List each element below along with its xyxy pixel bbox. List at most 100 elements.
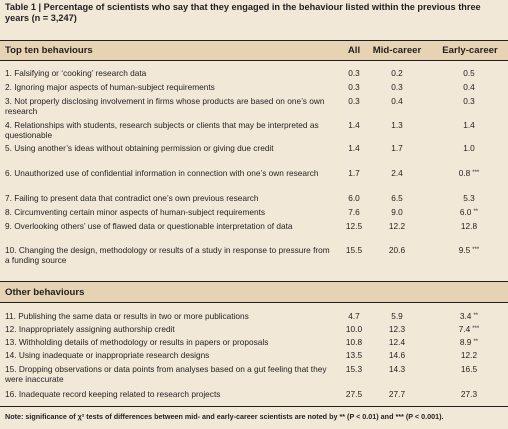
value-all-text: 15.3 xyxy=(345,364,363,374)
value-all-text: 0.3 xyxy=(348,82,360,92)
value-mid-career-text: 9.0 xyxy=(391,207,403,217)
behaviour-label: 1. Falsifying or ‘cooking’ research data xyxy=(5,68,147,78)
value-all-text: 13.5 xyxy=(345,350,363,360)
value-mid-career-text: 0.2 xyxy=(391,68,403,78)
value-all: 0.3 xyxy=(329,96,379,106)
value-all: 6.0 xyxy=(329,193,379,203)
value-mid-career: 6.5 xyxy=(372,193,422,203)
section-title-other: Other behaviours xyxy=(5,287,85,298)
value-all-text: 15.5 xyxy=(345,245,363,255)
value-mid-career: 2.4 xyxy=(372,168,422,178)
value-early-career-text: 0.3 xyxy=(463,96,475,106)
significance-marker: *** xyxy=(472,326,480,332)
value-mid-career-text: 20.6 xyxy=(388,245,406,255)
value-all: 1.4 xyxy=(329,143,379,153)
value-early-career-text: 16.5 xyxy=(460,364,478,374)
value-all-text: 1.4 xyxy=(348,143,360,153)
behaviour-label: 8. Circumventing certain minor aspects o… xyxy=(5,207,266,217)
value-all: 15.3 xyxy=(329,364,379,374)
value-early-career-text: 12.8 xyxy=(460,221,478,231)
value-early-career: 0.3 xyxy=(444,96,494,106)
value-mid-career: 12.3 xyxy=(372,324,422,334)
behaviour-label: 11. Publishing the same data or results … xyxy=(5,311,249,321)
value-early-career-text: 5.3 xyxy=(463,193,475,203)
value-all: 1.7 xyxy=(329,168,379,178)
value-early-career: 3.4 ** xyxy=(444,311,494,321)
behaviour-label: 15. Dropping observations or data points… xyxy=(5,364,327,384)
value-all: 0.3 xyxy=(329,68,379,78)
value-all-text: 4.7 xyxy=(348,311,360,321)
value-all-text: 7.6 xyxy=(348,207,360,217)
value-mid-career-text: 0.4 xyxy=(391,96,403,106)
value-mid-career: 0.4 xyxy=(372,96,422,106)
value-mid-career-text: 12.3 xyxy=(388,324,406,334)
value-mid-career: 12.2 xyxy=(372,221,422,231)
value-mid-career-text: 12.2 xyxy=(388,221,406,231)
value-early-career: 5.3 xyxy=(444,193,494,203)
value-all-text: 1.4 xyxy=(348,120,360,130)
value-early-career: 16.5 xyxy=(444,364,494,374)
value-all-text: 12.5 xyxy=(345,221,363,231)
value-early-career: 9.5 *** xyxy=(444,245,494,255)
value-all-text: 0.3 xyxy=(348,96,360,106)
value-early-career-text: 0.4 xyxy=(463,82,475,92)
value-mid-career-text: 12.4 xyxy=(388,337,406,347)
table-caption: Table 1 | Percentage of scientists who s… xyxy=(5,2,481,23)
value-all: 10.8 xyxy=(329,337,379,347)
section-title-top-ten: Top ten behaviours xyxy=(5,45,93,56)
behaviour-label: 4. Relationships with students, research… xyxy=(5,120,319,140)
behaviour-label: 14. Using inadequate or inappropriate re… xyxy=(5,350,210,360)
value-early-career: 0.5 xyxy=(444,68,494,78)
value-all-text: 10.0 xyxy=(345,324,363,334)
value-mid-career-text: 5.9 xyxy=(391,311,403,321)
value-early-career-text: 1.4 xyxy=(463,120,475,130)
value-early-career: 1.0 xyxy=(444,143,494,153)
value-early-career: 8.9 ** xyxy=(444,337,494,347)
value-all: 7.6 xyxy=(329,207,379,217)
value-all: 1.4 xyxy=(329,120,379,130)
value-early-career-text: 0.8 xyxy=(458,168,471,178)
value-early-career: 27.3 xyxy=(444,389,494,399)
table-note: Note: significance of χ² tests of differ… xyxy=(5,412,444,421)
behaviour-label: 12. Inappropriately assigning authorship… xyxy=(5,324,175,334)
value-mid-career: 14.6 xyxy=(372,350,422,360)
value-all: 4.7 xyxy=(329,311,379,321)
top-ten-header: Top ten behaviours All Mid-career Early-… xyxy=(0,40,508,60)
column-header-early-career: Early-career xyxy=(442,45,498,56)
value-mid-career-text: 0.3 xyxy=(391,82,403,92)
value-mid-career: 5.9 xyxy=(372,311,422,321)
value-early-career-text: 6.0 xyxy=(459,207,472,217)
value-early-career: 12.8 xyxy=(444,221,494,231)
value-all: 15.5 xyxy=(329,245,379,255)
value-all: 0.3 xyxy=(329,82,379,92)
behaviour-label: 6. Unauthorized use of confidential info… xyxy=(5,168,319,178)
value-mid-career-text: 6.5 xyxy=(391,193,403,203)
significance-marker: ** xyxy=(473,313,479,319)
value-early-career: 0.4 xyxy=(444,82,494,92)
bottom-rule xyxy=(0,406,508,407)
value-mid-career: 1.7 xyxy=(372,143,422,153)
value-mid-career: 27.7 xyxy=(372,389,422,399)
value-all-text: 27.5 xyxy=(345,389,363,399)
value-all-text: 10.8 xyxy=(345,337,363,347)
value-early-career-text: 1.0 xyxy=(463,143,475,153)
value-mid-career: 20.6 xyxy=(372,245,422,255)
value-all: 10.0 xyxy=(329,324,379,334)
value-all: 13.5 xyxy=(329,350,379,360)
value-early-career-text: 3.4 xyxy=(459,311,472,321)
value-mid-career: 1.3 xyxy=(372,120,422,130)
significance-marker: ** xyxy=(473,339,479,345)
value-all-text: 1.7 xyxy=(348,168,360,178)
value-early-career-text: 27.3 xyxy=(460,389,478,399)
value-mid-career: 14.3 xyxy=(372,364,422,374)
value-early-career-text: 9.5 xyxy=(458,245,471,255)
behaviour-label: 3. Not properly disclosing involvement i… xyxy=(5,96,325,116)
value-mid-career: 9.0 xyxy=(372,207,422,217)
behaviour-label: 2. Ignoring major aspects of human-subje… xyxy=(5,82,215,92)
column-header-all: All xyxy=(347,45,361,56)
significance-marker: *** xyxy=(472,170,480,176)
value-mid-career-text: 27.7 xyxy=(388,389,406,399)
value-mid-career: 0.3 xyxy=(372,82,422,92)
value-early-career: 12.2 xyxy=(444,350,494,360)
